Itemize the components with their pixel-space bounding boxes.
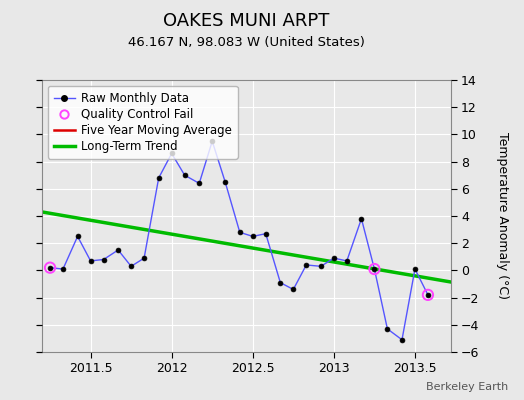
- Text: OAKES MUNI ARPT: OAKES MUNI ARPT: [163, 12, 330, 30]
- Text: 46.167 N, 98.083 W (United States): 46.167 N, 98.083 W (United States): [128, 36, 365, 49]
- Text: Berkeley Earth: Berkeley Earth: [426, 382, 508, 392]
- Y-axis label: Temperature Anomaly (°C): Temperature Anomaly (°C): [496, 132, 509, 300]
- Point: [46, 264, 54, 271]
- Point: [424, 292, 432, 298]
- Point: [370, 266, 379, 272]
- Legend: Raw Monthly Data, Quality Control Fail, Five Year Moving Average, Long-Term Tren: Raw Monthly Data, Quality Control Fail, …: [48, 86, 238, 158]
